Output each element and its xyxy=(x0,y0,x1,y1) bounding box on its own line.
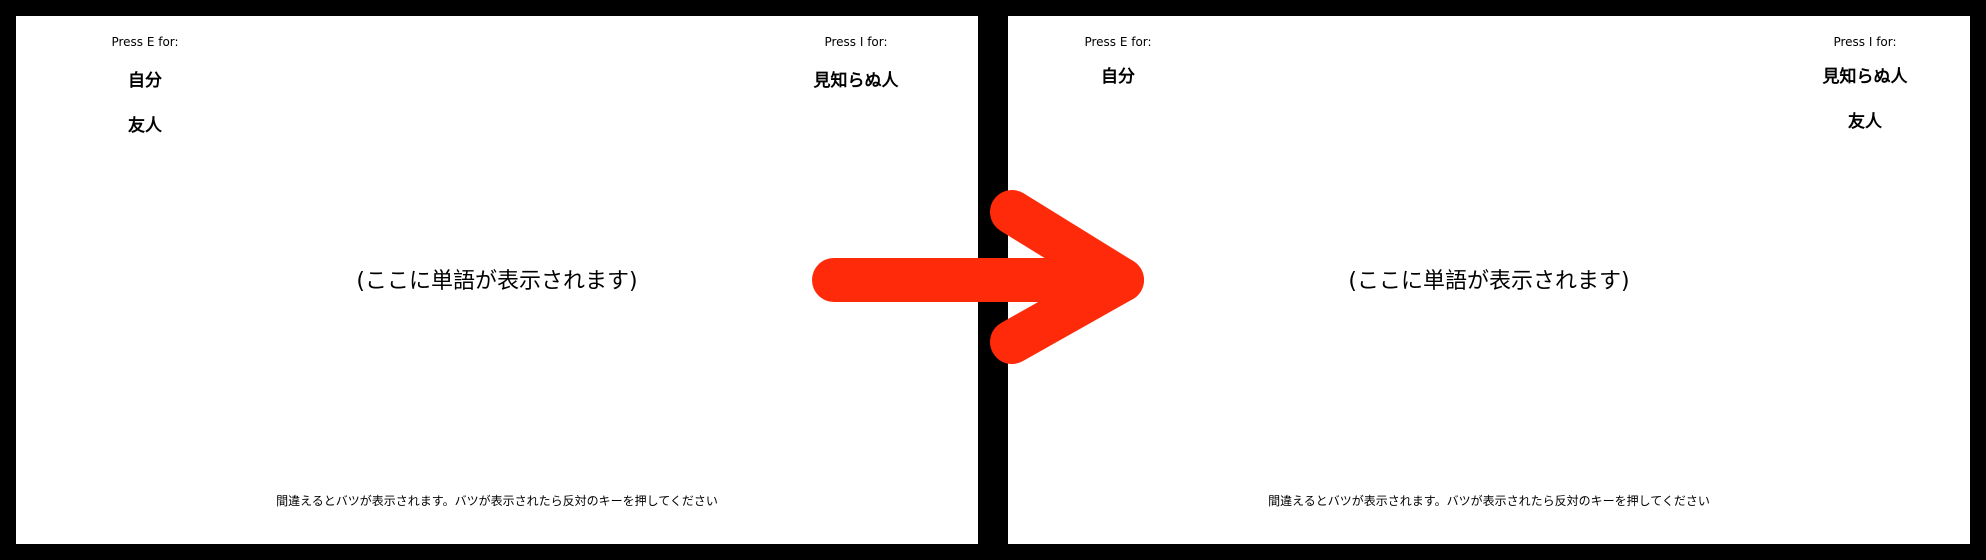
right-category-1: 見知らぬ人 xyxy=(813,71,899,91)
right-category-2: 友人 xyxy=(1848,112,1882,132)
left-category-1: 自分 xyxy=(1101,67,1135,87)
arrow-shape xyxy=(812,190,1144,364)
left-category-2: 友人 xyxy=(128,116,162,136)
right-category-1: 見知らぬ人 xyxy=(1822,67,1908,87)
stimulus-placeholder: (ここに単語が表示されます) xyxy=(356,269,638,294)
left-key-prompt: Press E for: xyxy=(1084,35,1152,49)
left-key-prompt: Press E for: xyxy=(111,35,179,49)
error-instruction: 間違えるとバツが表示されます。バツが表示されたら反対のキーを押してください xyxy=(1268,494,1710,508)
left-category-1: 自分 xyxy=(128,71,162,91)
right-arrow-icon xyxy=(812,190,1144,364)
right-key-prompt: Press I for: xyxy=(824,35,888,49)
stimulus-placeholder: (ここに単語が表示されます) xyxy=(1348,269,1630,294)
error-instruction: 間違えるとバツが表示されます。バツが表示されたら反対のキーを押してください xyxy=(276,494,718,508)
right-key-prompt: Press I for: xyxy=(1833,35,1897,49)
screen-after: Press E for: 自分 Press I for: 見知らぬ人 友人 (こ… xyxy=(1008,16,1970,544)
